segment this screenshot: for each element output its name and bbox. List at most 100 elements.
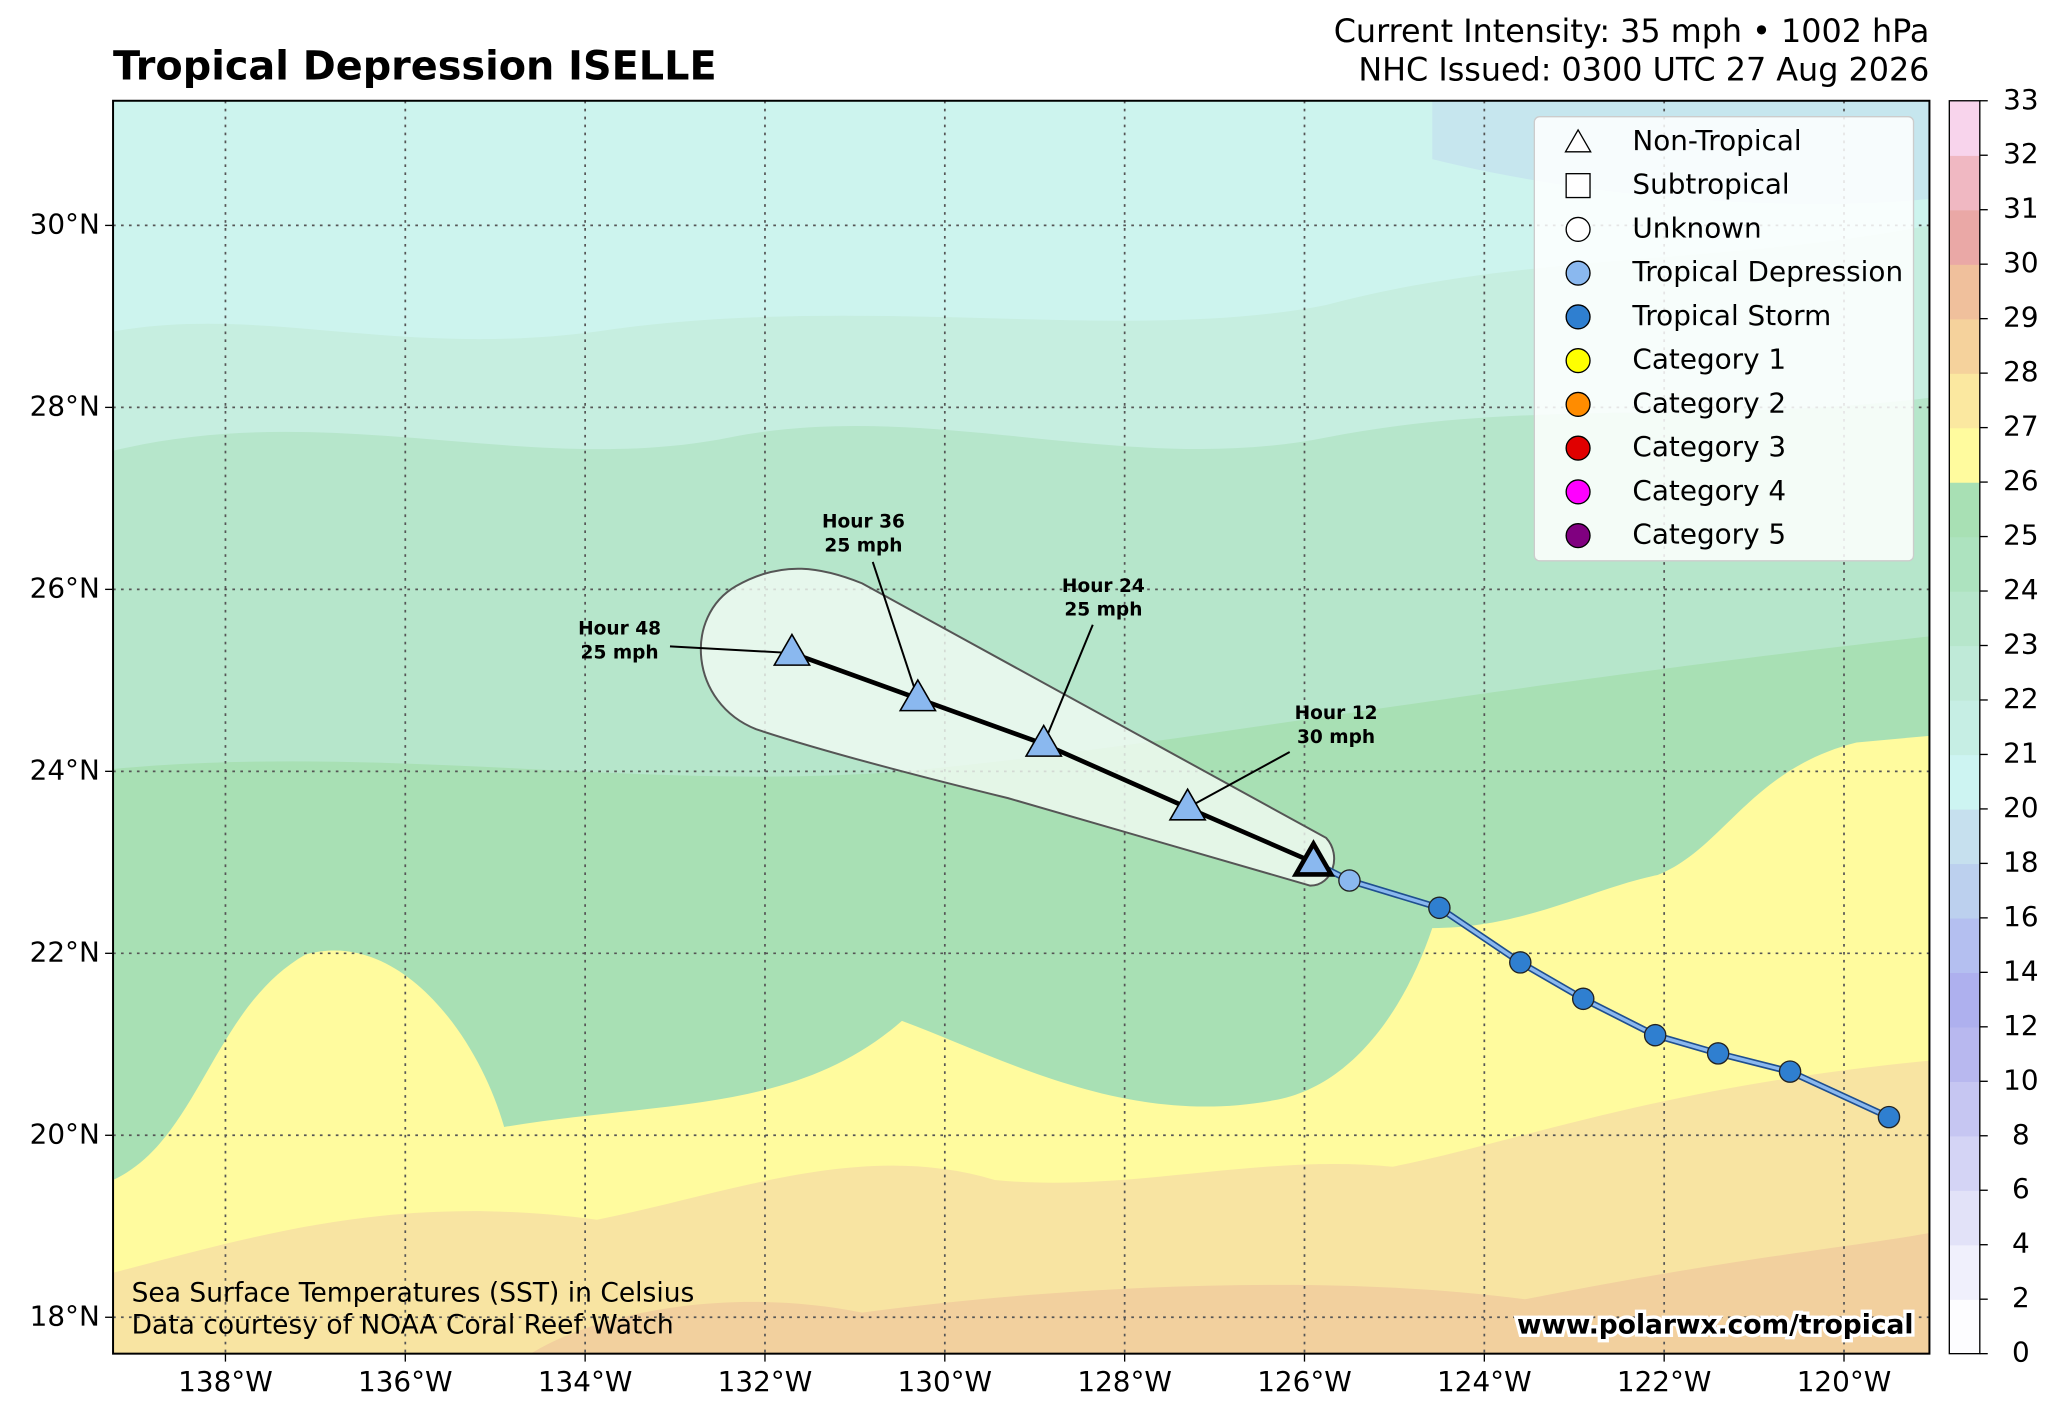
colorbar-label: 32 [2003,137,2038,170]
colorbar-frame [1948,100,1981,1355]
forecast-hour: Hour 48 [578,619,661,640]
legend-marker [1565,479,1591,505]
colorbar-label: 33 [2003,83,2038,116]
legend-label: Unknown [1632,211,1761,244]
colorbar-label: 18 [2003,845,2038,878]
legend-marker [1565,260,1591,286]
colorbar-swatch [1949,863,1980,919]
colorbar-label: 2 [2012,1281,2030,1314]
y-tick-label: 28°N [30,389,100,422]
legend-label: Tropical Storm [1631,299,1831,332]
track-point [1338,869,1361,892]
legend-label: Category 2 [1632,386,1786,419]
colorbar-swatch [1949,100,1980,156]
legend-marker [1565,391,1591,417]
legend-label: Category 5 [1632,518,1786,551]
issued: NHC Issued: 0300 UTC 27 Aug 2026 [1358,51,1929,89]
colorbar-label: 29 [2003,301,2038,334]
forecast-hour: Hour 12 [1295,703,1378,724]
colorbar-swatch [1949,264,1980,320]
x-tick-label: 130°W [898,1365,993,1398]
legend-entries: Non-Tropical Subtropical Unknown Tropical D… [1564,124,1903,551]
annotation-leader [871,561,919,699]
legend-marker [1564,128,1592,153]
legend-marker [1565,348,1591,374]
intensity: Current Intensity: 35 mph • 1002 hPa [1334,12,1930,50]
y-tick-label: 26°N [30,571,100,604]
annotation-leader [1187,751,1291,809]
colorbar-swatch [1949,1190,1980,1246]
colorbar-label: 16 [2003,900,2038,933]
current-position [1291,839,1336,877]
legend-label: Tropical Depression [1631,255,1903,288]
grid: 138°W 136°W 134°W 132°W 130°W 128°W 126°W 124°W… [30,100,1930,1398]
colorbar-swatch [1949,482,1980,538]
colorbar-swatch [1949,1081,1980,1137]
x-tick-label: 138°W [178,1365,273,1398]
colorbar-swatch [1949,1299,1980,1355]
sst-credit: Sea Surface Temperatures (SST) in Celsiu… [132,1278,695,1309]
forecast-wind: 25 mph [581,643,659,664]
track-point [1706,1042,1730,1065]
y-tick-label: 22°N [30,935,100,968]
track-point [1778,1060,1802,1083]
legend-label: Non-Tropical [1632,124,1801,157]
legend-label: Category 3 [1632,430,1786,463]
colorbar-label: 8 [2012,1118,2030,1151]
colorbar-label: 23 [2003,628,2038,661]
source-credit: Data courtesy of NOAA Coral Reef Watch [132,1309,674,1340]
x-tick-label: 126°W [1257,1365,1352,1398]
x-tick-label: 134°W [538,1365,633,1398]
y-tick-label: 30°N [30,207,100,240]
colorbar-swatch [1949,754,1980,810]
legend-marker [1565,435,1591,461]
map-frame [112,99,1931,1355]
x-tick-label: 136°W [358,1365,453,1398]
colorbar: 0246810121416182021222324252627282930313… [1948,83,2039,1369]
forecast-wind: 25 mph [824,536,902,557]
legend-marker [1565,304,1591,330]
legend-marker [1565,216,1591,242]
colorbar-swatch [1949,917,1980,974]
colorbar-label: 10 [2003,1063,2038,1096]
colorbar-swatch [1949,1026,1980,1082]
tracks: Hour 12 30 mph Hour 24 25 mph Hour 36 25 mph H… [578,512,1901,1129]
colorbar-label: 20 [2003,791,2038,824]
annotation-leader [669,645,793,655]
y-tick-label: 18°N [30,1299,100,1332]
legend-label: Category 4 [1632,474,1786,507]
colorbar-swatch [1949,591,1980,647]
colorbar-swatch [1949,427,1980,483]
legend [1533,116,1915,562]
forecast-hour: Hour 24 [1062,576,1145,597]
colorbar-swatch [1949,645,1980,701]
title: Tropical Depression ISELLE [113,43,717,89]
forecast-hour: Hour 36 [822,512,905,533]
colorbar-label: 27 [2003,410,2038,443]
forecast-point [1024,723,1063,757]
colorbar-swatch [1949,318,1980,374]
colorbar-label: 0 [2012,1336,2030,1369]
colorbar-swatch [1949,209,1980,265]
colorbar-label: 4 [2012,1227,2030,1260]
x-tick-label: 120°W [1797,1365,1892,1398]
colorbar-label: 22 [2003,682,2038,715]
track-point [1877,1105,1901,1129]
colorbar-label: 25 [2003,519,2038,552]
legend-label: Category 1 [1632,343,1786,376]
colorbar-label: 6 [2012,1172,2030,1205]
forecast-point [898,678,937,712]
x-tick-label: 124°W [1437,1365,1532,1398]
colorbar-label: 14 [2003,954,2038,987]
site-credit: www.polarwx.com/tropical [1517,1309,1914,1340]
colorbar-label: 26 [2003,464,2038,497]
colorbar-swatch [1949,373,1980,429]
y-tick-label: 20°N [30,1117,100,1150]
forecast-wind: 25 mph [1064,600,1142,621]
annotation-leader [1042,624,1094,745]
legend-marker [1565,523,1591,549]
x-tick-label: 122°W [1617,1365,1712,1398]
colorbar-label: 24 [2003,573,2038,606]
colorbar-swatch [1949,808,1980,865]
x-tick-label: 128°W [1077,1365,1172,1398]
